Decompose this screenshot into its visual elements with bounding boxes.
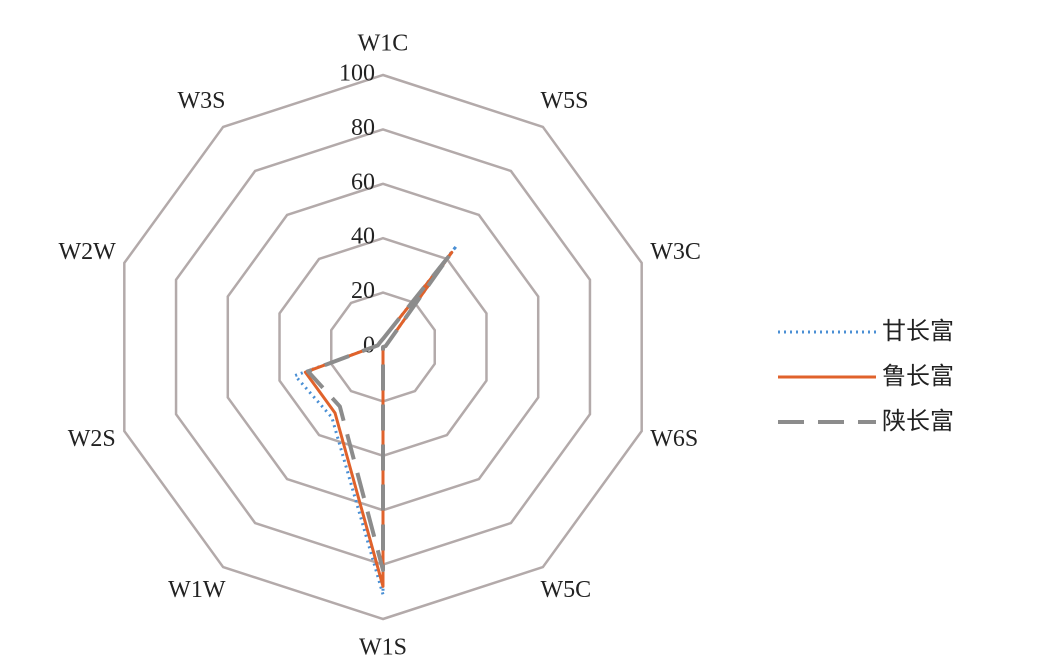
r-tick-label: 0 xyxy=(363,333,375,359)
category-label: W5C xyxy=(541,577,592,603)
legend-label: 鲁长富 xyxy=(882,362,954,390)
series-line xyxy=(293,244,459,597)
category-label: W2S xyxy=(68,426,116,452)
category-label: W1W xyxy=(168,577,226,603)
r-tick-label: 80 xyxy=(351,115,375,141)
category-label: W3C xyxy=(650,239,701,265)
legend-label: 陕长富 xyxy=(882,407,954,435)
series-line xyxy=(305,252,453,573)
category-label: W3S xyxy=(177,88,225,114)
grid-ring xyxy=(123,73,643,621)
category-label: W5S xyxy=(541,88,589,114)
r-tick-label: 20 xyxy=(351,278,375,304)
r-tick-label: 40 xyxy=(351,224,375,250)
category-label: W6S xyxy=(650,426,698,452)
category-label: W1S xyxy=(359,635,407,661)
series-line xyxy=(303,250,454,588)
r-tick-label: 100 xyxy=(339,61,375,87)
category-label: W1C xyxy=(358,31,409,57)
category-label: W2W xyxy=(58,239,116,265)
legend-label: 甘长富 xyxy=(882,317,954,345)
r-tick-label: 60 xyxy=(351,169,375,195)
